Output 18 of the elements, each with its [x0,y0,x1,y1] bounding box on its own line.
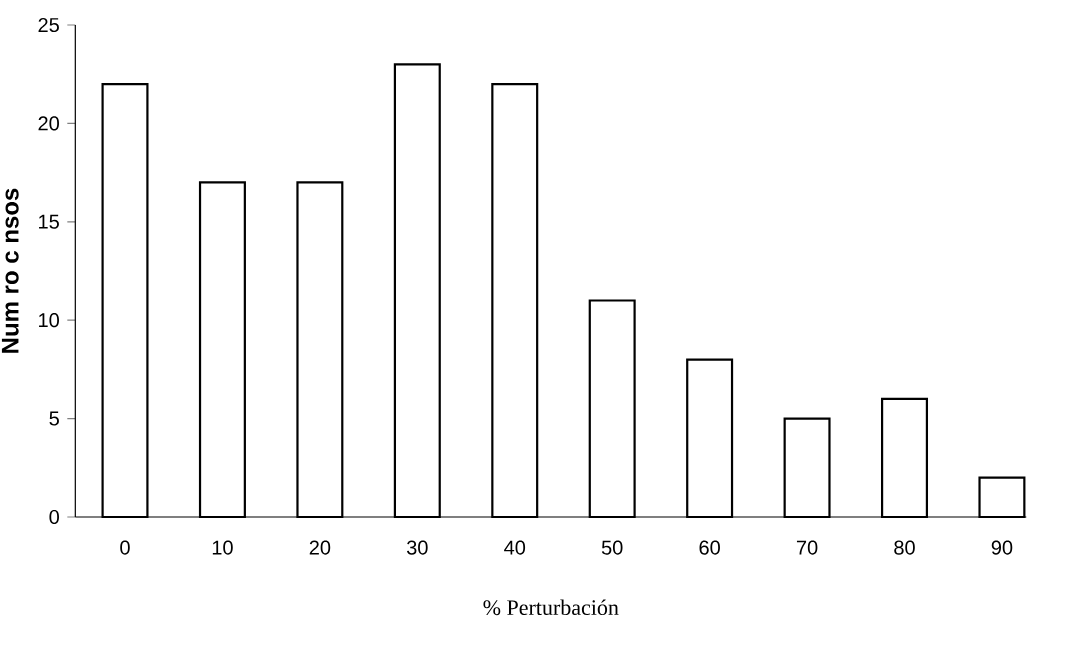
x-tick-label: 50 [601,540,623,555]
y-axis-title: Num ro c nsos [1,188,19,353]
x-tick-label: 0 [120,540,130,555]
x-tick-label: 10 [212,540,233,555]
x-tick-label: 80 [894,540,915,555]
x-axis-title: % Perturbación [483,599,619,616]
y-tick-label: 5 [49,411,59,426]
x-tick-label: 20 [309,540,331,555]
x-tick-label: 90 [991,540,1013,555]
y-tick-label: 0 [49,509,59,525]
y-tick-label: 10 [39,313,59,328]
y-tick-label: 25 [38,17,59,33]
y-tick-label: 20 [38,116,59,131]
x-tick-label: 60 [699,540,720,555]
x-tick-label: 40 [504,540,526,555]
y-tick-label: 15 [39,214,59,229]
x-tick-label: 70 [796,540,818,555]
x-tick-label: 30 [406,540,428,555]
